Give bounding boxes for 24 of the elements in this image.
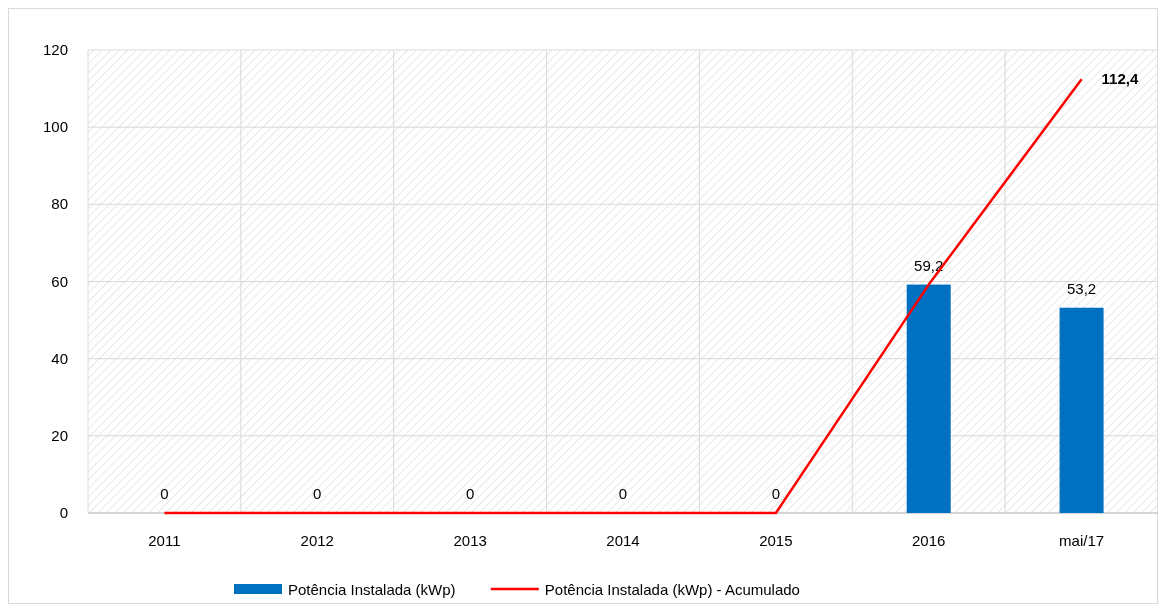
x-tick-label: 2014 <box>606 532 640 549</box>
data-label: 0 <box>160 485 169 502</box>
legend-label: Potência Instalada (kWp) <box>288 581 456 598</box>
data-label: 112,4 <box>1101 70 1139 88</box>
legend-label: Potência Instalada (kWp) - Acumulado <box>544 581 800 598</box>
x-tick-label: 2012 <box>300 532 334 549</box>
x-tick-label: 2016 <box>912 532 946 549</box>
y-tick-label: 80 <box>51 195 68 213</box>
data-label: 0 <box>618 485 628 502</box>
data-label: 59,2 <box>914 256 944 274</box>
y-tick-label: 20 <box>51 426 68 444</box>
y-tick-label: 40 <box>51 349 68 367</box>
y-tick-label: 60 <box>51 272 68 290</box>
y-tick-label: 0 <box>59 504 68 521</box>
x-tick-label: 2011 <box>148 532 181 549</box>
y-tick-label: 100 <box>42 118 68 136</box>
x-tick-label: 2015 <box>759 532 793 549</box>
data-label: 0 <box>771 485 781 502</box>
data-label: 0 <box>313 485 322 502</box>
x-tick-label: 2013 <box>453 532 487 549</box>
x-tick-label: mai/17 <box>1059 532 1105 549</box>
data-label: 53,2 <box>1066 279 1097 297</box>
y-tick-label: 120 <box>42 41 68 58</box>
data-label: 0 <box>465 485 475 502</box>
